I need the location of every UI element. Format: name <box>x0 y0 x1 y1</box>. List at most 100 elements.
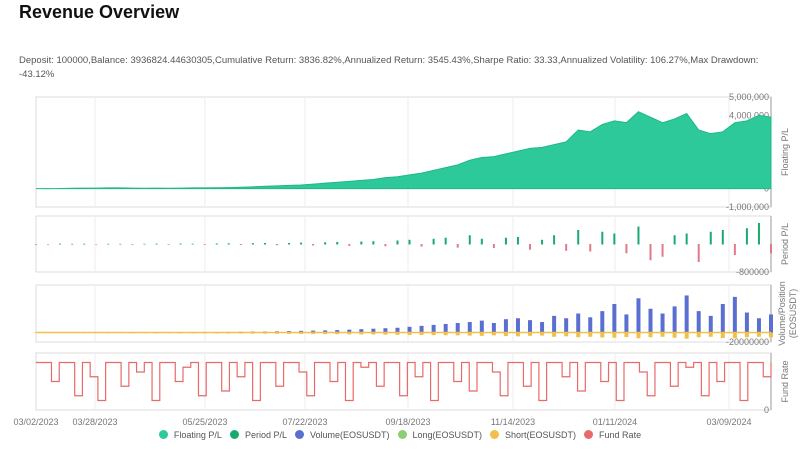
volume-bar <box>708 315 713 333</box>
legend-dot-icon <box>397 430 407 439</box>
legend-item[interactable]: Floating P/L <box>158 430 222 440</box>
legend-item[interactable]: Volume(EOSUSDT) <box>294 430 390 440</box>
short-bar <box>323 332 328 335</box>
short-bar <box>612 332 617 338</box>
period-pl-bar <box>107 243 110 245</box>
volume-bar <box>720 304 725 333</box>
volume-bar <box>648 308 653 333</box>
legend-label: Floating P/L <box>173 430 222 440</box>
period-pl-bar <box>697 244 700 262</box>
period-pl-bar <box>179 243 182 245</box>
period-pl-bar <box>432 238 435 245</box>
period-pl-bar <box>601 231 604 245</box>
period-pl-bar <box>456 244 459 248</box>
period-pl-bar <box>577 230 580 245</box>
short-bar <box>455 332 460 336</box>
legend-label: Fund Rate <box>599 430 642 440</box>
short-bar <box>528 332 533 336</box>
short-bar <box>515 332 520 337</box>
volume-bar <box>600 311 605 333</box>
revenue-chart: 5,000,0004,000,0003,000,0002,000,0001,00… <box>13 92 798 427</box>
period-pl-bar <box>408 239 411 245</box>
period-pl-bar <box>589 244 592 252</box>
short-bar <box>347 332 352 335</box>
y-tick-label: 4,000,000 <box>729 110 769 120</box>
period-pl-bar <box>637 226 640 245</box>
fund-rate-line <box>36 361 772 402</box>
short-bar <box>720 332 725 338</box>
short-bar <box>443 332 448 336</box>
volume-bar <box>624 314 629 333</box>
short-bar <box>564 332 569 337</box>
short-bar <box>467 332 472 336</box>
period-pl-bar <box>275 244 278 246</box>
page-title: Revenue Overview <box>19 2 180 22</box>
short-bar <box>708 332 713 337</box>
legend-dot-icon <box>584 430 594 439</box>
volume-bar <box>431 324 436 333</box>
period-pl-bar <box>300 242 303 245</box>
volume-bar <box>588 317 593 333</box>
short-bar <box>756 332 761 337</box>
volume-bar <box>612 304 617 333</box>
short-bar <box>491 332 496 336</box>
volume-bar <box>660 313 665 333</box>
short-bar <box>552 332 557 337</box>
short-bar <box>576 332 581 338</box>
volume-bar <box>419 325 424 333</box>
volume-bar <box>756 318 761 333</box>
legend-label: Long(EOSUSDT) <box>412 430 483 440</box>
volume-bar <box>335 330 340 333</box>
legend-item[interactable]: Period P/L <box>229 430 287 440</box>
period-pl-bar <box>191 243 194 245</box>
period-pl-bar <box>541 239 544 245</box>
volume-bar <box>769 314 773 333</box>
period-pl-bar <box>504 237 507 245</box>
short-bar <box>696 332 701 338</box>
period-pl-bar <box>565 244 568 251</box>
period-pl-bar <box>721 230 724 245</box>
floating-pl-area <box>35 111 772 190</box>
x-tick-label: 03/02/2023 <box>13 417 58 427</box>
legend-dot-icon <box>490 430 500 439</box>
period-pl-bar <box>59 243 62 245</box>
short-bar <box>624 332 629 338</box>
legend-dot-icon <box>294 430 304 439</box>
short-bar <box>588 332 593 337</box>
panel-frame <box>35 215 772 273</box>
period-pl-bar <box>480 238 483 245</box>
short-bar <box>600 332 605 338</box>
period-pl-bar <box>613 233 616 245</box>
legend-item[interactable]: Fund Rate <box>584 430 641 440</box>
period-pl-bar <box>468 235 471 245</box>
volume-bar <box>744 312 749 333</box>
y-tick-label: 5,000,000 <box>729 92 769 102</box>
period-pl-bar <box>372 241 375 245</box>
volume-bar <box>672 306 677 333</box>
legend-item[interactable]: Short(EOSUSDT) <box>490 430 576 440</box>
period-pl-bar <box>288 242 291 245</box>
legend-label: Short(EOSUSDT) <box>505 430 577 440</box>
period-pl-bar <box>336 241 339 245</box>
period-pl-bar <box>95 244 98 245</box>
volume-bar <box>540 322 545 333</box>
volume-bar <box>383 328 388 333</box>
period-pl-bar <box>709 231 712 245</box>
period-pl-bar <box>155 243 158 245</box>
volume-bar <box>455 323 460 333</box>
stats-summary: Deposit: 100000,Balance: 3936824.4463030… <box>19 55 759 80</box>
panel-axis-title: Period P/L <box>780 223 790 265</box>
volume-bar <box>359 329 364 333</box>
y-tick-label: -800000 <box>736 267 769 277</box>
period-pl-bar <box>757 223 760 245</box>
short-bar <box>636 332 641 339</box>
period-pl-bar <box>673 235 676 245</box>
y-tick-label: 0 <box>764 405 769 415</box>
period-pl-bar <box>312 244 315 246</box>
period-pl-bar <box>324 242 327 245</box>
period-pl-bar <box>119 243 122 245</box>
short-bar <box>503 332 508 337</box>
volume-bar <box>552 315 557 333</box>
legend-item[interactable]: Long(EOSUSDT) <box>397 430 483 440</box>
volume-bar <box>528 320 533 333</box>
